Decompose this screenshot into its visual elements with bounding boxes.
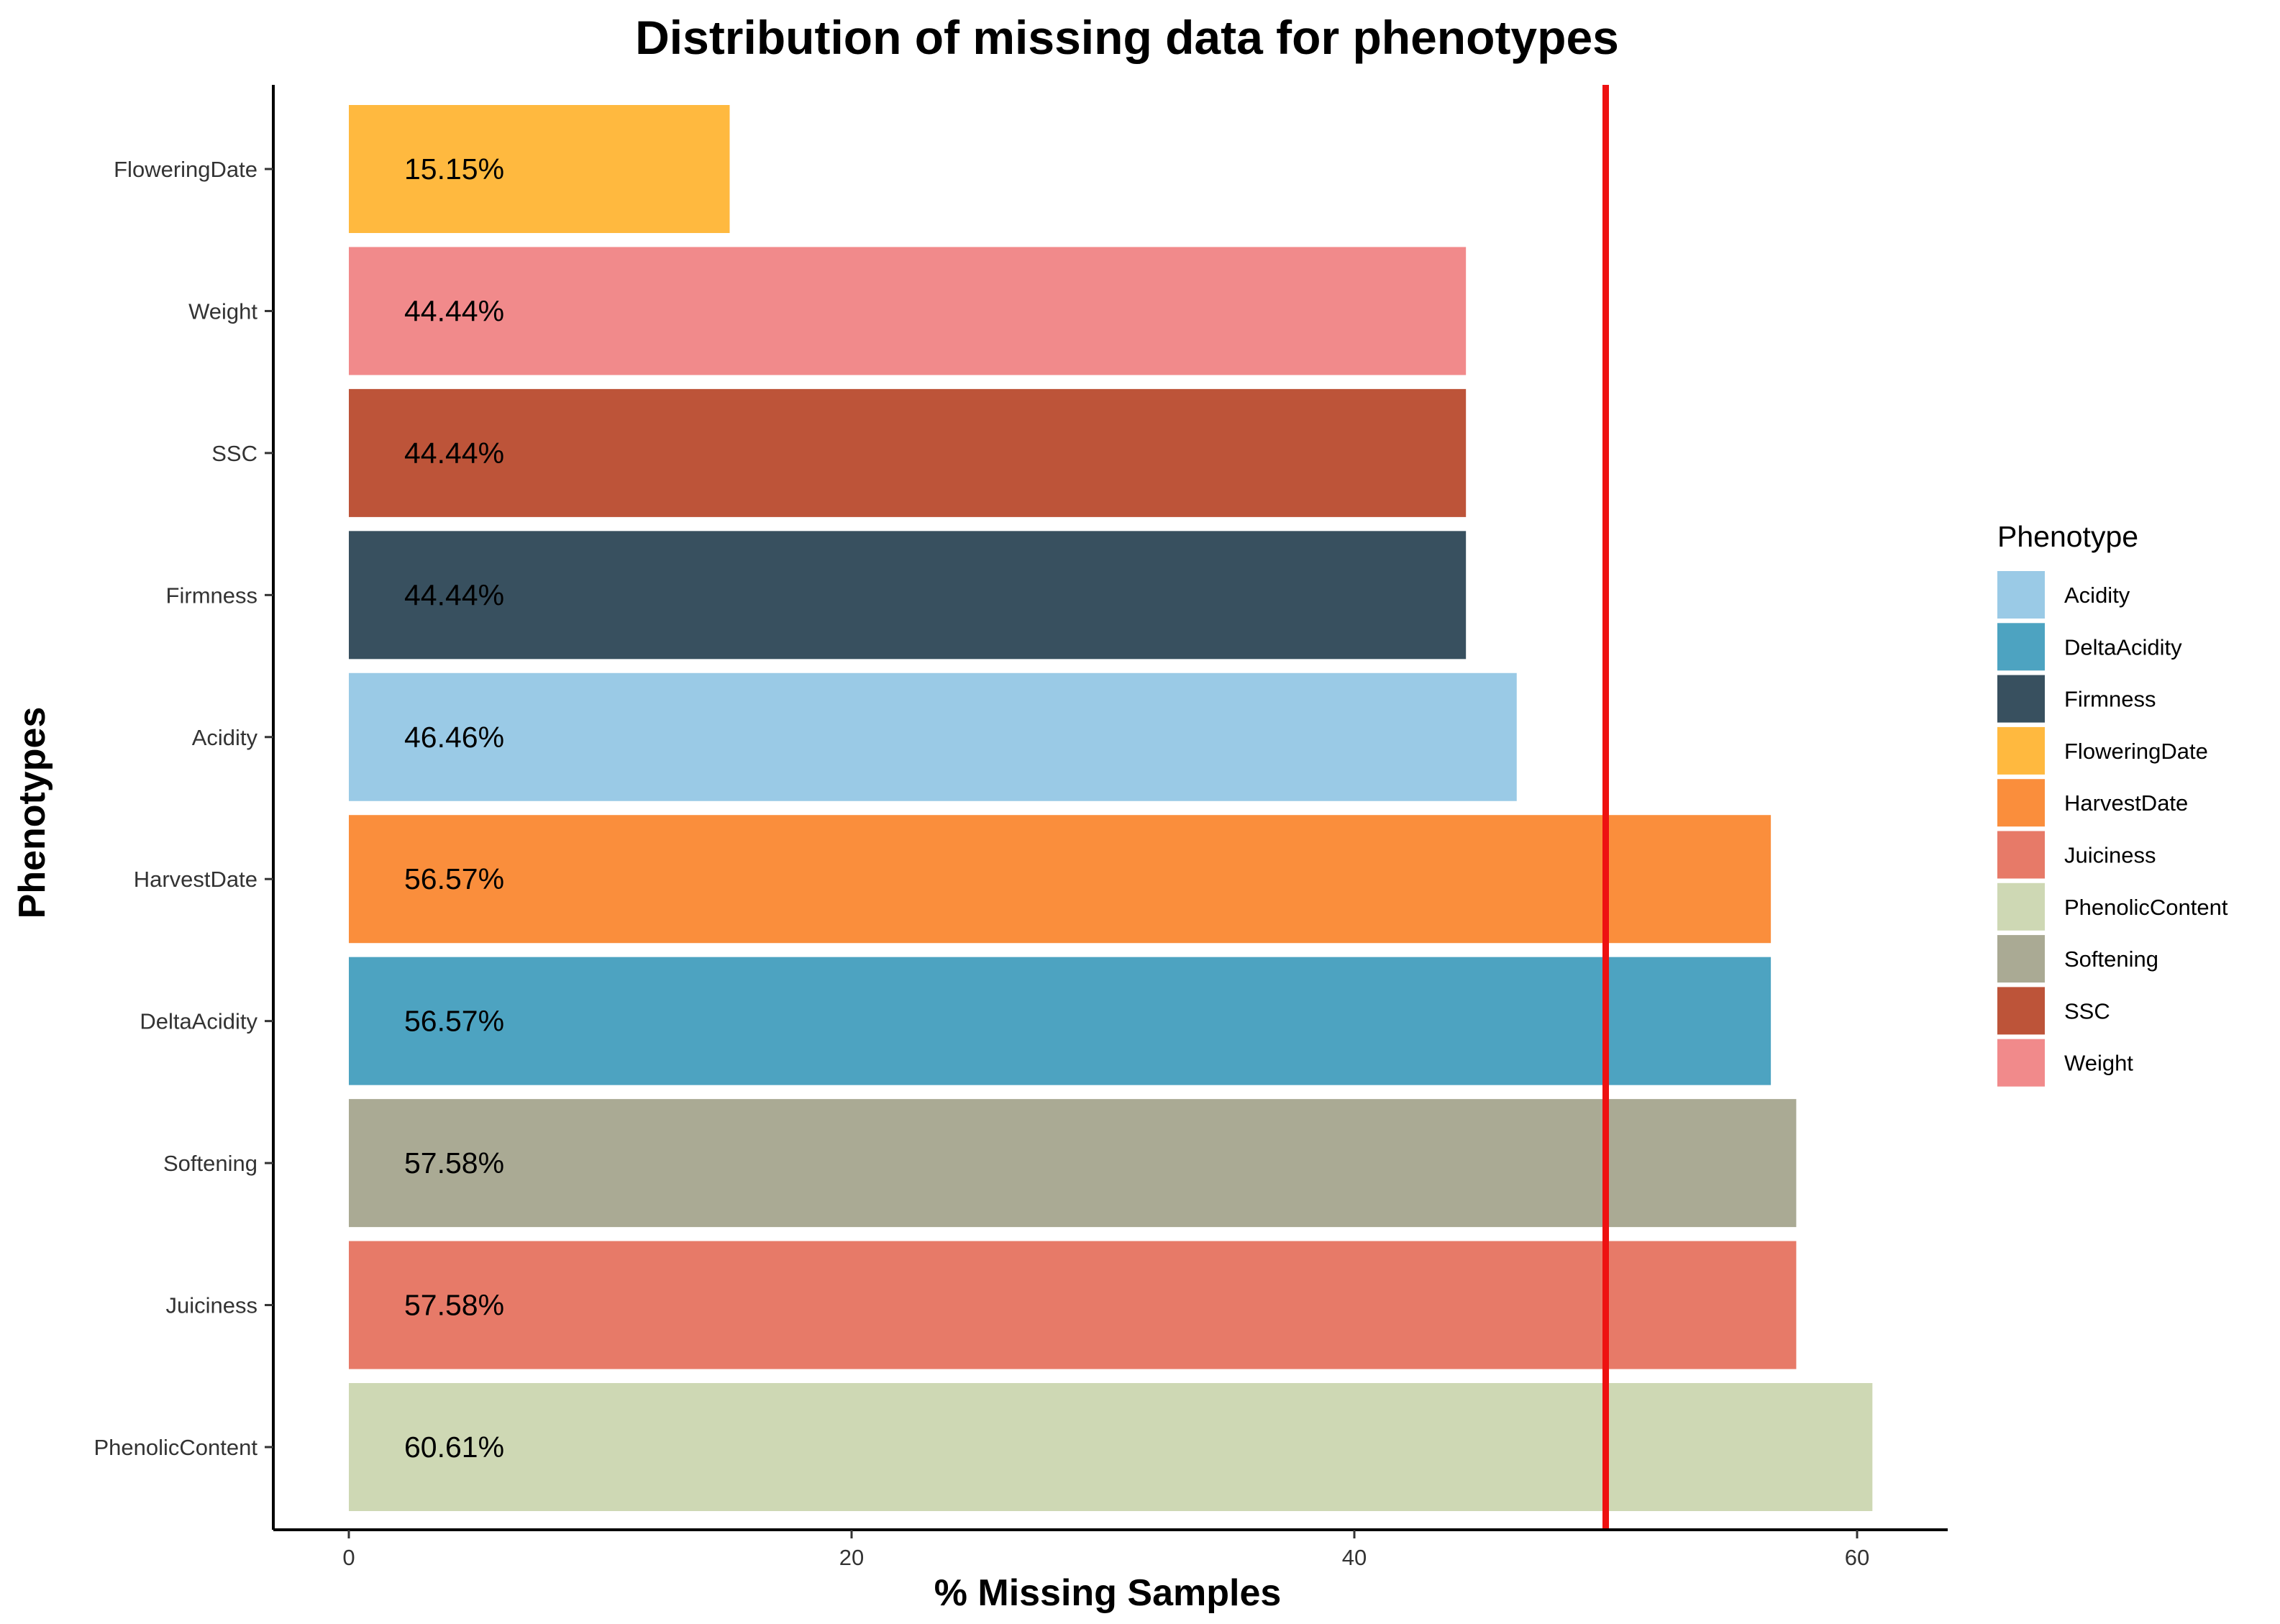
y-tick-label-weight: Weight (188, 298, 257, 324)
legend-key-firmness (1997, 675, 2045, 723)
data-label-floweringdate: 15.15% (404, 152, 504, 186)
legend-label-deltaacidity: DeltaAcidity (2064, 634, 2182, 660)
legend: Phenotype Acidity DeltaAcidity Firmness Flo… (1997, 520, 2228, 1087)
y-tick-label-acidity: Acidity (192, 725, 258, 750)
legend-label-floweringdate: FloweringDate (2064, 739, 2208, 764)
y-tick-label-phenoliccontent: PhenolicContent (94, 1435, 258, 1460)
x-tick-label-20: 20 (839, 1545, 864, 1570)
y-tick-label-floweringdate: FloweringDate (114, 157, 257, 182)
data-label-harvestdate: 56.57% (404, 862, 504, 895)
data-label-softening: 57.58% (404, 1146, 504, 1180)
data-label-firmness: 44.44% (404, 578, 504, 611)
y-axis-title: Phenotypes (12, 707, 53, 919)
data-label-deltaacidity: 56.57% (404, 1005, 504, 1038)
data-label-juiciness: 57.58% (404, 1289, 504, 1322)
axes-group (272, 85, 1948, 1531)
legend-label-acidity: Acidity (2064, 583, 2130, 608)
bar-harvestdate (349, 815, 1771, 944)
bar-juiciness (349, 1241, 1797, 1369)
legend-key-ssc (1997, 987, 2045, 1035)
legend-label-ssc: SSC (2064, 998, 2110, 1023)
bar-weight (349, 247, 1467, 375)
x-axis-title: % Missing Samples (934, 1572, 1282, 1614)
legend-title: Phenotype (1997, 520, 2138, 553)
y-tick-label-deltaacidity: DeltaAcidity (140, 1009, 257, 1034)
legend-key-acidity (1997, 571, 2045, 619)
x-tick-label-60: 60 (1845, 1545, 1869, 1570)
legend-key-deltaacidity (1997, 623, 2045, 671)
x-tick-labels: 0 20 40 60 (342, 1530, 1869, 1570)
bar-acidity (349, 672, 1517, 801)
legend-key-softening (1997, 935, 2045, 983)
x-tick-label-40: 40 (1342, 1545, 1367, 1570)
x-tick-label-0: 0 (342, 1545, 355, 1570)
data-label-phenoliccontent: 60.61% (404, 1431, 504, 1464)
bar-ssc (349, 388, 1467, 517)
legend-key-phenoliccontent (1997, 882, 2045, 931)
legend-label-firmness: Firmness (2064, 687, 2156, 712)
bars-group (349, 105, 1873, 1511)
bar-floweringdate (349, 105, 730, 233)
legend-key-floweringdate (1997, 726, 2045, 775)
y-tick-label-firmness: Firmness (166, 583, 257, 608)
bar-firmness (349, 531, 1467, 660)
bar-deltaacidity (349, 957, 1771, 1085)
legend-label-softening: Softening (2064, 946, 2158, 972)
legend-key-weight (1997, 1039, 2045, 1087)
y-tick-labels: FloweringDate Weight SSC Firmness Acidity Har… (94, 157, 273, 1460)
data-labels-group: 15.15% 44.44% 44.44% 44.44% 46.46% 56.57% 56.5… (404, 152, 504, 1464)
data-label-ssc: 44.44% (404, 437, 504, 470)
y-tick-label-juiciness: Juiciness (166, 1293, 258, 1318)
bar-phenoliccontent (349, 1383, 1873, 1511)
y-tick-label-ssc: SSC (211, 441, 257, 466)
y-tick-label-softening: Softening (163, 1151, 257, 1176)
y-tick-label-harvestdate: HarvestDate (134, 867, 257, 892)
legend-key-juiciness (1997, 831, 2045, 879)
legend-label-weight: Weight (2064, 1051, 2133, 1076)
legend-label-harvestdate: HarvestDate (2064, 790, 2188, 816)
chart-title: Distribution of missing data for phenoty… (635, 11, 1619, 64)
legend-key-harvestdate (1997, 779, 2045, 827)
bar-softening (349, 1099, 1797, 1228)
data-label-weight: 44.44% (404, 294, 504, 327)
data-label-acidity: 46.46% (404, 721, 504, 754)
legend-label-juiciness: Juiciness (2064, 843, 2156, 868)
legend-label-phenoliccontent: PhenolicContent (2064, 895, 2228, 920)
